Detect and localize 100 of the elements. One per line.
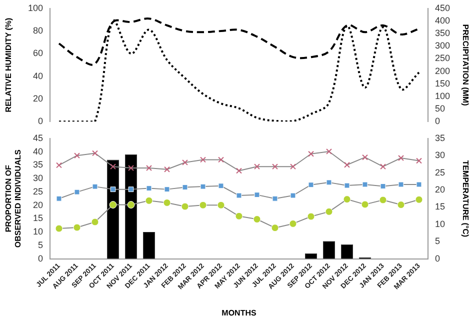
point [308,150,314,157]
point [127,201,135,209]
point [164,186,170,192]
y-tick-label: 40 [32,70,43,81]
point [110,186,116,192]
point [145,196,153,204]
point [217,201,225,209]
point [128,186,134,192]
point [199,201,207,209]
y-tick-label: 40 [32,146,43,156]
y-tick-label: 0 [38,116,43,126]
y-tick-label: 80 [32,26,43,36]
point [110,164,116,170]
y2-tick-label: 25 [435,167,446,178]
y2-tick-label: 450 [435,2,450,13]
point [325,208,333,216]
point [73,224,81,232]
point [128,165,134,171]
point [415,196,423,204]
point [182,160,188,166]
point [163,198,171,206]
y2-tick-label: 30 [435,150,446,160]
y-tick-label: 20 [32,200,43,210]
y2-tick-label: 200 [435,66,450,76]
point [92,184,98,190]
point [254,164,260,170]
y2-tick-label: 100 [435,90,450,101]
y-tick-label: 100 [28,2,43,13]
x-axis-title: MONTHS [222,308,257,318]
point [398,182,404,188]
point [362,182,368,188]
y-axis-title: RELATIVE HUMIDITY (%) [4,17,14,112]
y2-tick-label: 0 [435,253,440,264]
point [326,180,332,186]
y-tick-label: 60 [32,48,43,58]
point [254,192,260,198]
point [380,164,386,170]
point [181,202,189,210]
point [307,212,315,220]
point [235,212,243,220]
point [55,224,63,232]
y2-tick-label: 35 [435,132,446,143]
y-tick-label: 30 [32,173,43,184]
y-tick-label: 10 [32,226,43,237]
point [416,158,422,164]
y-tick-label: 15 [32,213,43,224]
point [200,184,206,190]
y2-tick-label: 50 [435,104,446,114]
point [146,165,152,171]
point [379,196,387,204]
y-axis-title: PROPORTION OF OBSERVED INDIVIDUALS [4,148,23,248]
point [344,182,350,188]
point [218,183,224,189]
point [109,201,117,209]
y2-tick-label: 0 [435,116,440,126]
point [236,168,242,174]
point [416,182,422,188]
line-series [58,20,420,122]
point [182,184,188,190]
point [272,196,278,202]
point [56,162,62,168]
y2-tick-label: 350 [435,28,450,38]
point [308,182,314,188]
point [56,196,62,202]
point [344,162,350,168]
point [253,215,261,223]
y-tick-label: 5 [38,240,43,250]
point [326,148,332,154]
y-tick-label: 45 [32,132,43,143]
y-tick-label: 0 [38,253,43,264]
y2-tick-label: 10 [435,218,446,229]
point [397,201,405,209]
point [398,155,404,161]
point [362,154,368,160]
y2-axis-title: PRECIPITATION (MM) [460,24,470,106]
y2-tick-label: 300 [435,40,450,51]
point [272,164,278,170]
point [361,200,369,208]
point [74,152,80,159]
point [271,224,279,232]
y2-tick-label: 20 [435,184,446,194]
point [200,156,206,163]
y-tick-label: 25 [32,186,43,196]
point [343,196,351,204]
y2-tick-label: 250 [435,53,450,64]
point [164,166,170,172]
y2-tick-label: 150 [435,78,450,88]
point [218,156,224,163]
point [290,192,296,198]
y2-tick-label: 5 [435,236,440,246]
point [290,164,296,170]
point [236,192,242,198]
y2-axis-title: TEMPERATURE (°C) [460,160,470,238]
y2-tick-label: 400 [435,15,450,26]
point [289,220,297,228]
point [92,150,98,156]
point [74,189,80,195]
y-tick-label: 20 [32,93,43,104]
y-tick-label: 35 [32,160,43,170]
point [91,218,99,226]
